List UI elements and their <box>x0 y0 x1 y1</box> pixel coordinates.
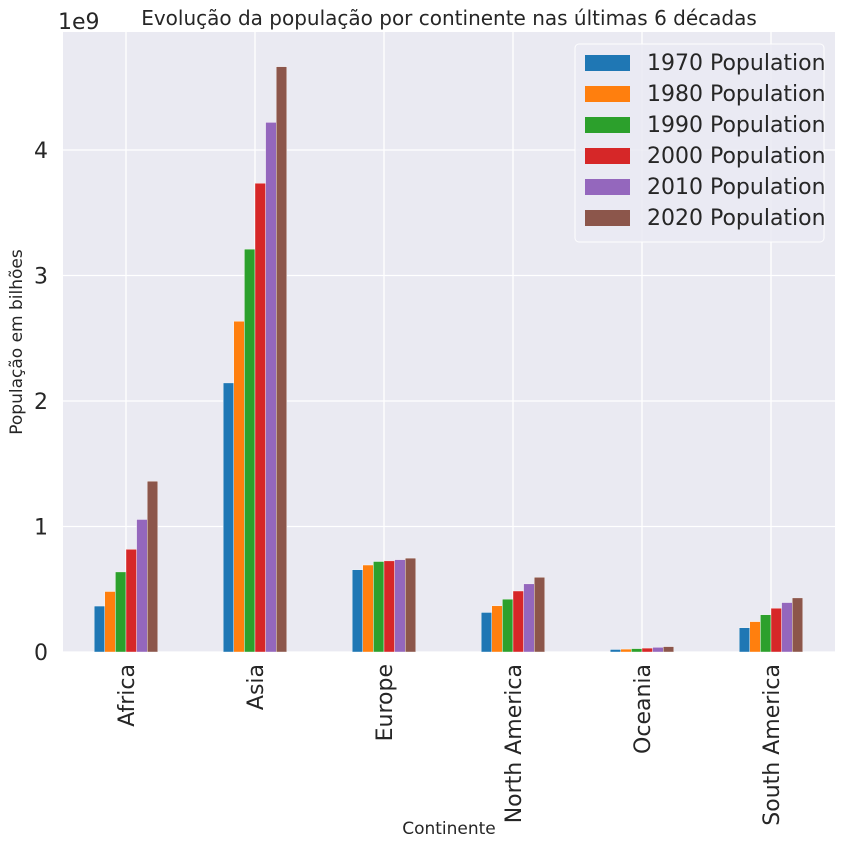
bar-asia-1990 <box>244 248 256 653</box>
grid-lines <box>63 32 835 653</box>
x-tick-label: North America <box>502 664 527 823</box>
legend-swatch <box>585 117 630 133</box>
x-tick-label: Asia <box>244 664 269 710</box>
bar-asia-2010 <box>265 122 277 653</box>
y-axis-offset-label: 1e9 <box>58 10 100 35</box>
bar-africa-2010 <box>136 519 148 653</box>
y-axis-ticks: 0 1 2 3 4 <box>34 139 48 666</box>
x-axis-label: Continente <box>402 819 496 839</box>
x-tick-label: South America <box>760 664 785 826</box>
bar-south-america-2000 <box>770 608 782 653</box>
bar-africa-2020 <box>146 480 158 653</box>
bar-north-america-2010 <box>523 583 535 653</box>
bar-europe-1970 <box>352 569 364 653</box>
bar-africa-2000 <box>125 549 137 653</box>
bar-south-america-1970 <box>739 627 751 653</box>
bar-north-america-2020 <box>534 577 546 653</box>
legend-entry-label: 1980 Population <box>647 82 826 107</box>
bar-europe-2010 <box>394 559 406 653</box>
legend-entry-label: 2010 Population <box>647 175 826 200</box>
bar-oceania-2010 <box>652 647 664 653</box>
bar-oceania-1970 <box>610 649 622 653</box>
bar-north-america-1990 <box>502 598 514 653</box>
legend-entry-label: 1990 Population <box>647 113 826 138</box>
bar-north-america-1980 <box>491 605 503 653</box>
bar-north-america-1970 <box>481 612 493 653</box>
bar-europe-2000 <box>383 560 395 653</box>
x-axis-ticks: Africa Asia Europe North America Oceania Sout… <box>115 664 785 826</box>
bar-asia-2020 <box>276 66 288 653</box>
bar-south-america-1980 <box>749 621 761 653</box>
chart-title: Evolução da população por continente nas… <box>141 6 757 30</box>
bar-europe-2020 <box>405 557 417 653</box>
y-tick-label: 0 <box>34 641 48 666</box>
bar-oceania-2020 <box>663 646 675 653</box>
y-tick-label: 4 <box>34 139 48 164</box>
legend-swatch <box>585 86 630 102</box>
y-tick-label: 3 <box>34 265 48 290</box>
legend-swatch <box>585 55 630 71</box>
bar-north-america-2000 <box>512 590 524 653</box>
legend-swatch <box>585 179 630 195</box>
bar-south-america-1990 <box>760 614 772 653</box>
x-tick-label: Oceania <box>631 664 656 754</box>
legend-box <box>574 43 825 243</box>
bar-europe-1980 <box>362 564 374 653</box>
legend-entry-label: 2020 Population <box>647 206 826 231</box>
bars <box>93 66 804 653</box>
legend: 1970 Population 1980 Population 1990 Popul… <box>574 43 826 243</box>
legend-swatch <box>585 148 630 164</box>
legend-swatch <box>585 210 630 226</box>
bar-south-america-2010 <box>781 602 793 653</box>
bar-oceania-1980 <box>620 648 632 653</box>
bar-africa-1970 <box>93 605 105 653</box>
bar-asia-1980 <box>233 321 245 653</box>
bar-africa-1990 <box>115 571 127 653</box>
y-tick-label: 2 <box>34 390 48 415</box>
y-tick-label: 1 <box>34 516 48 541</box>
bar-oceania-1990 <box>631 648 643 653</box>
bar-europe-1990 <box>373 561 385 653</box>
bar-asia-2000 <box>254 183 266 653</box>
bar-south-america-2020 <box>792 597 804 653</box>
x-tick-label: Europe <box>373 664 398 741</box>
bar-oceania-2000 <box>641 647 653 653</box>
bar-asia-1970 <box>222 382 234 653</box>
bar-africa-1980 <box>104 591 116 653</box>
y-axis-label: População em bilhões <box>7 249 27 435</box>
legend-entry-label: 1970 Population <box>647 51 826 76</box>
legend-entry-label: 2000 Population <box>647 144 826 169</box>
x-tick-label: Africa <box>115 664 140 727</box>
